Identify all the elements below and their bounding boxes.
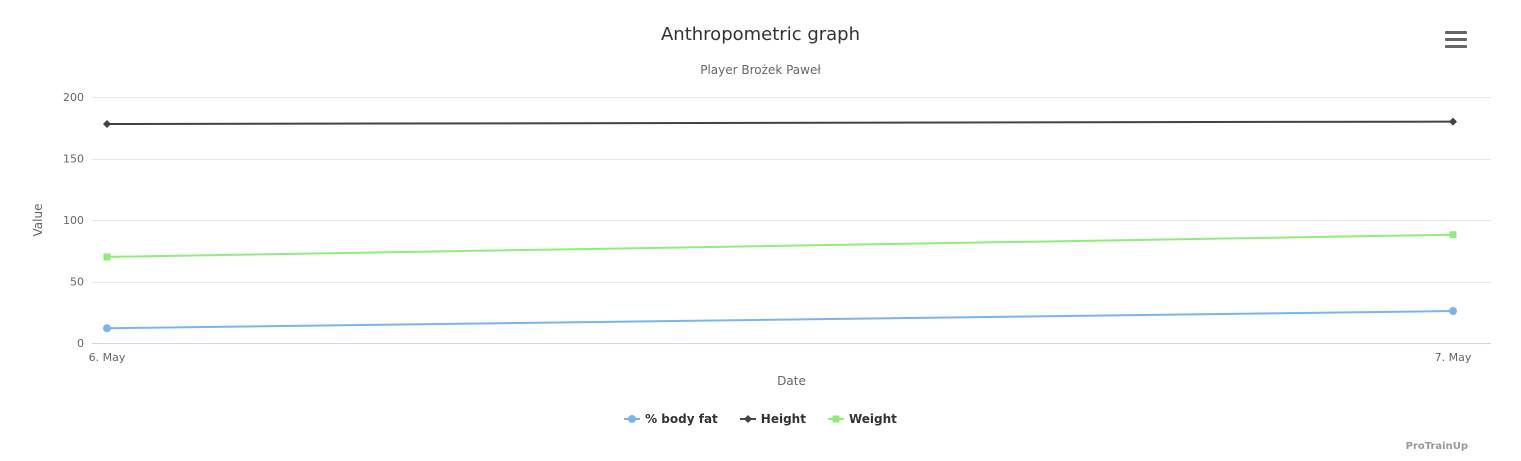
legend-item--body-fat[interactable]: % body fat xyxy=(624,412,718,426)
hamburger-icon xyxy=(1445,38,1467,41)
circle-marker-icon xyxy=(1449,307,1457,316)
diamond-marker-icon xyxy=(1449,117,1457,126)
series-line--body-fat xyxy=(106,310,1454,330)
square-marker-icon xyxy=(1449,231,1457,239)
square-marker-icon xyxy=(832,415,840,423)
chart-title: Anthropometric graph xyxy=(660,24,861,45)
legend-label--body-fat: % body fat xyxy=(645,412,718,426)
chart-subtitle: Player Brożek Paweł xyxy=(700,63,821,77)
hamburger-icon xyxy=(1445,31,1467,34)
series-line-weight xyxy=(106,233,1454,258)
diamond-legend-marker-icon xyxy=(739,415,756,423)
y-tick-label: 100 xyxy=(63,214,84,227)
y-tick-label: 150 xyxy=(63,153,84,166)
square-legend-marker-icon xyxy=(827,415,844,423)
circle-marker-icon xyxy=(103,324,111,333)
y-tick-label: 50 xyxy=(70,276,84,289)
hamburger-icon xyxy=(1445,45,1467,48)
legend-label-weight: Weight xyxy=(848,412,897,426)
diamond-marker-icon xyxy=(743,415,752,423)
square-marker-icon xyxy=(103,253,111,261)
chart-export-menu-button[interactable] xyxy=(1445,31,1467,48)
circle-legend-marker-icon xyxy=(624,415,641,423)
y-tick-label: 200 xyxy=(63,91,84,104)
legend-label-height: Height xyxy=(760,412,806,426)
x-tick-label: 6. May xyxy=(89,351,126,364)
diamond-marker-icon xyxy=(103,120,111,129)
x-tick-label: 7. May xyxy=(1435,351,1472,364)
legend: % body fat Height Weight xyxy=(0,412,1521,426)
legend-item-weight[interactable]: Weight xyxy=(827,412,897,426)
series-line-height xyxy=(106,120,1454,126)
circle-marker-icon xyxy=(628,415,637,423)
credits-link[interactable]: ProTrainUp xyxy=(1405,441,1468,452)
legend-item-height[interactable]: Height xyxy=(739,412,806,426)
y-axis-title: Value xyxy=(31,203,45,237)
y-tick-label: 0 xyxy=(77,337,84,350)
x-axis-title: Date xyxy=(777,374,806,388)
